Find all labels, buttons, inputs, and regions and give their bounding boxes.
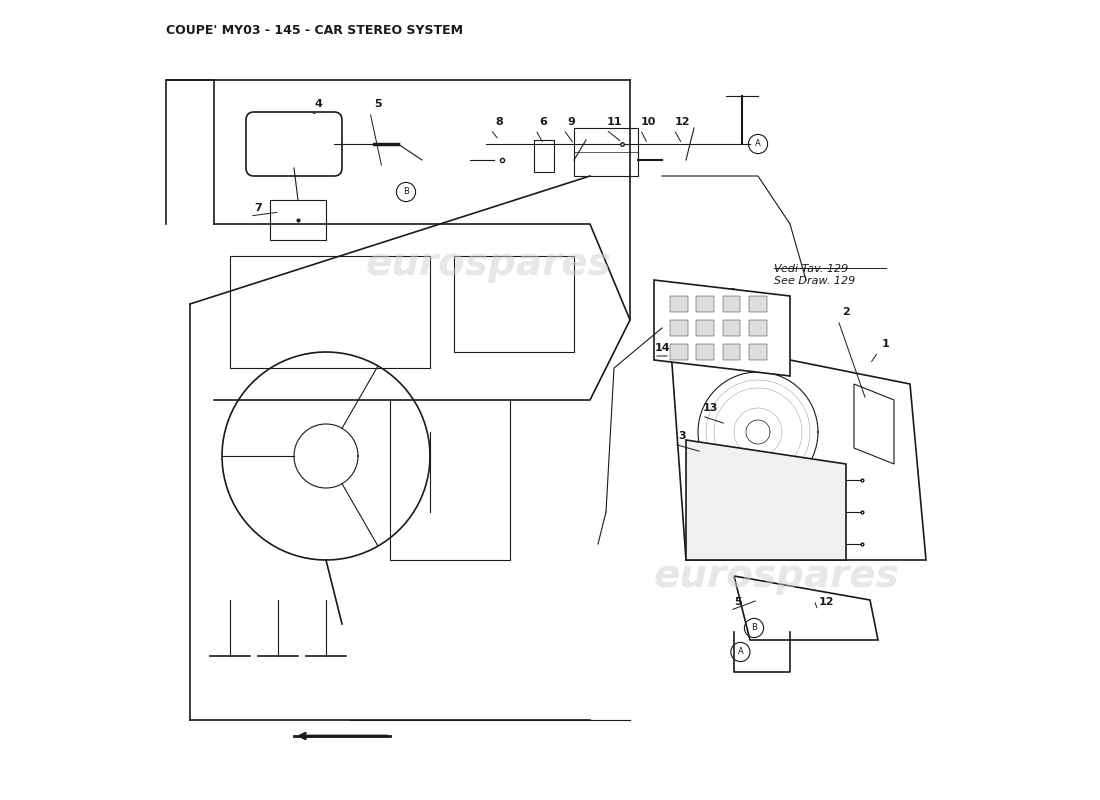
Text: 11: 11 bbox=[606, 117, 621, 126]
Bar bbox=[670, 344, 688, 360]
Text: B: B bbox=[751, 623, 757, 633]
Text: 6: 6 bbox=[540, 117, 548, 126]
Bar bbox=[574, 128, 638, 176]
Bar bbox=[670, 296, 688, 312]
Bar bbox=[270, 200, 326, 240]
Bar bbox=[696, 344, 714, 360]
Bar bbox=[696, 320, 714, 336]
Bar bbox=[749, 296, 767, 312]
Bar bbox=[723, 320, 740, 336]
Bar bbox=[749, 344, 767, 360]
Text: 4: 4 bbox=[315, 99, 322, 109]
Bar bbox=[696, 296, 714, 312]
Text: 3: 3 bbox=[679, 431, 685, 441]
Bar bbox=[662, 288, 734, 320]
Text: 9: 9 bbox=[568, 117, 575, 126]
Polygon shape bbox=[854, 384, 894, 464]
Text: 1: 1 bbox=[882, 339, 890, 349]
Text: Vedi Tav. 129
See Draw. 129: Vedi Tav. 129 See Draw. 129 bbox=[774, 264, 856, 286]
Text: eurospares: eurospares bbox=[654, 557, 900, 595]
Text: 13: 13 bbox=[702, 403, 717, 413]
Bar bbox=[670, 320, 688, 336]
Text: 2: 2 bbox=[843, 307, 850, 317]
Text: COUPE' MY03 - 145 - CAR STEREO SYSTEM: COUPE' MY03 - 145 - CAR STEREO SYSTEM bbox=[166, 24, 463, 37]
Text: B: B bbox=[403, 187, 409, 197]
Text: A: A bbox=[737, 647, 744, 657]
Bar bbox=[742, 472, 822, 536]
Polygon shape bbox=[654, 280, 790, 376]
Bar bbox=[723, 296, 740, 312]
Bar bbox=[749, 320, 767, 336]
Polygon shape bbox=[686, 440, 846, 560]
Text: 7: 7 bbox=[254, 203, 262, 213]
Text: 12: 12 bbox=[818, 598, 834, 607]
Bar bbox=[534, 140, 554, 172]
Bar bbox=[723, 344, 740, 360]
Text: eurospares: eurospares bbox=[366, 245, 612, 283]
Polygon shape bbox=[670, 336, 926, 560]
Text: 5: 5 bbox=[374, 99, 382, 109]
Text: 12: 12 bbox=[674, 117, 690, 126]
Text: 8: 8 bbox=[495, 117, 503, 126]
Text: A: A bbox=[755, 139, 761, 149]
Text: 5: 5 bbox=[734, 598, 741, 607]
Text: 10: 10 bbox=[640, 117, 656, 126]
Polygon shape bbox=[734, 576, 878, 640]
FancyBboxPatch shape bbox=[246, 112, 342, 176]
Text: 14: 14 bbox=[654, 343, 670, 353]
